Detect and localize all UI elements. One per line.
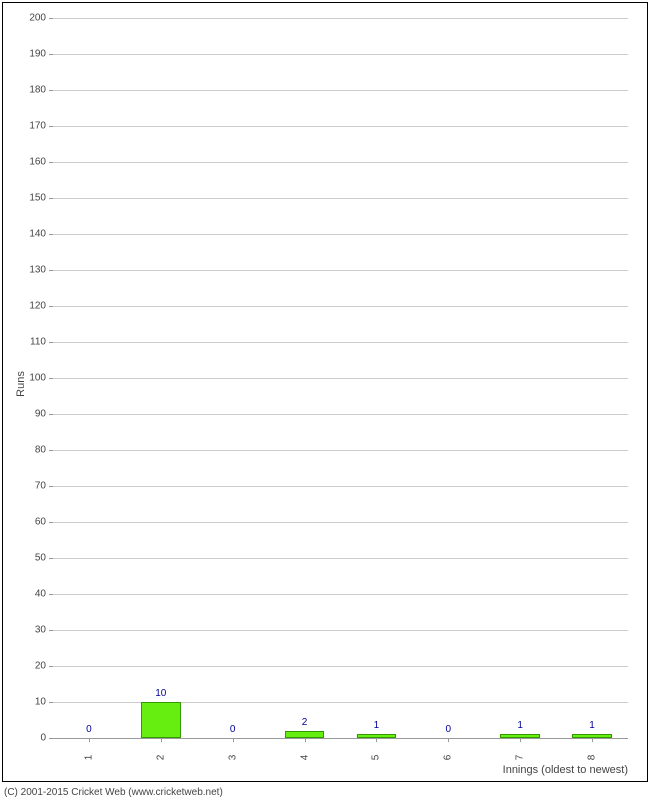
gridline <box>53 54 628 55</box>
ytick-label: 160 <box>0 157 46 168</box>
ytick-mark <box>49 522 53 523</box>
bar <box>141 702 181 738</box>
gridline <box>53 414 628 415</box>
ytick-label: 150 <box>0 193 46 204</box>
gridline <box>53 234 628 235</box>
gridline <box>53 378 628 379</box>
ytick-label: 130 <box>0 265 46 276</box>
bar-value-label: 1 <box>517 720 523 731</box>
gridline <box>53 450 628 451</box>
ytick-mark <box>49 54 53 55</box>
xtick-mark <box>161 738 162 742</box>
xtick-mark <box>305 738 306 742</box>
xtick-label: 6 <box>443 755 454 761</box>
chart-frame: Runs Innings (oldest to newest) (C) 2001… <box>0 0 650 800</box>
ytick-label: 190 <box>0 49 46 60</box>
ytick-label: 70 <box>0 481 46 492</box>
ytick-label: 40 <box>0 589 46 600</box>
gridline <box>53 90 628 91</box>
ytick-mark <box>49 306 53 307</box>
ytick-mark <box>49 594 53 595</box>
gridline <box>53 162 628 163</box>
ytick-mark <box>49 270 53 271</box>
copyright-footer: (C) 2001-2015 Cricket Web (www.cricketwe… <box>4 787 223 798</box>
xtick-label: 2 <box>155 755 166 761</box>
gridline <box>53 18 628 19</box>
bar-value-label: 0 <box>230 724 236 735</box>
gridline <box>53 558 628 559</box>
bar-value-label: 0 <box>86 724 92 735</box>
ytick-mark <box>49 378 53 379</box>
bar-value-label: 10 <box>155 688 166 699</box>
ytick-label: 120 <box>0 301 46 312</box>
gridline <box>53 594 628 595</box>
ytick-label: 30 <box>0 625 46 636</box>
ytick-label: 10 <box>0 697 46 708</box>
ytick-mark <box>49 342 53 343</box>
xtick-label: 5 <box>371 755 382 761</box>
ytick-mark <box>49 162 53 163</box>
ytick-mark <box>49 558 53 559</box>
bar <box>285 731 325 738</box>
ytick-mark <box>49 738 53 739</box>
ytick-label: 90 <box>0 409 46 420</box>
gridline <box>53 486 628 487</box>
gridline <box>53 306 628 307</box>
xtick-mark <box>376 738 377 742</box>
bar-value-label: 0 <box>446 724 452 735</box>
gridline <box>53 666 628 667</box>
xtick-label: 3 <box>227 755 238 761</box>
ytick-label: 200 <box>0 13 46 24</box>
xtick-label: 1 <box>83 755 94 761</box>
xtick-label: 7 <box>515 755 526 761</box>
ytick-label: 0 <box>0 733 46 744</box>
ytick-label: 60 <box>0 517 46 528</box>
bar-value-label: 2 <box>302 717 308 728</box>
xtick-mark <box>592 738 593 742</box>
xtick-label: 8 <box>587 755 598 761</box>
xtick-label: 4 <box>299 755 310 761</box>
ytick-mark <box>49 18 53 19</box>
ytick-label: 180 <box>0 85 46 96</box>
ytick-label: 20 <box>0 661 46 672</box>
ytick-label: 140 <box>0 229 46 240</box>
bar-value-label: 1 <box>589 720 595 731</box>
ytick-label: 50 <box>0 553 46 564</box>
xtick-mark <box>233 738 234 742</box>
x-axis-label: Innings (oldest to newest) <box>503 764 628 776</box>
ytick-label: 110 <box>0 337 46 348</box>
gridline <box>53 342 628 343</box>
gridline <box>53 198 628 199</box>
ytick-label: 80 <box>0 445 46 456</box>
ytick-label: 170 <box>0 121 46 132</box>
ytick-mark <box>49 234 53 235</box>
gridline <box>53 270 628 271</box>
gridline <box>53 126 628 127</box>
ytick-mark <box>49 486 53 487</box>
gridline <box>53 702 628 703</box>
ytick-mark <box>49 630 53 631</box>
ytick-mark <box>49 90 53 91</box>
gridline <box>53 522 628 523</box>
ytick-mark <box>49 414 53 415</box>
ytick-mark <box>49 702 53 703</box>
bar-value-label: 1 <box>374 720 380 731</box>
xtick-mark <box>448 738 449 742</box>
ytick-label: 100 <box>0 373 46 384</box>
gridline <box>53 630 628 631</box>
ytick-mark <box>49 666 53 667</box>
xtick-mark <box>520 738 521 742</box>
gridline <box>53 738 628 739</box>
ytick-mark <box>49 198 53 199</box>
ytick-mark <box>49 450 53 451</box>
xtick-mark <box>89 738 90 742</box>
ytick-mark <box>49 126 53 127</box>
